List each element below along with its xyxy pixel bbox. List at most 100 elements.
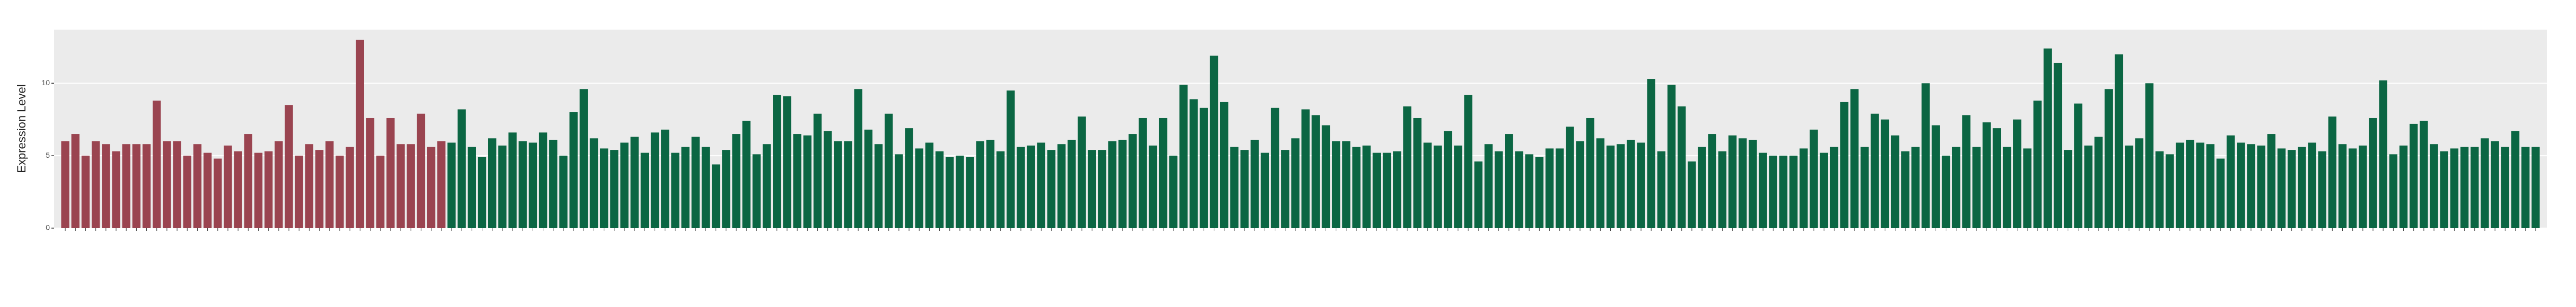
bar (1078, 116, 1086, 228)
bar (2410, 123, 2418, 228)
bar (173, 141, 181, 228)
bar (2023, 148, 2032, 228)
bar (518, 141, 527, 228)
bar (1972, 147, 1981, 228)
bar (224, 145, 232, 228)
bar (2501, 147, 2510, 228)
bar (1179, 85, 1188, 229)
bar (234, 151, 242, 228)
bar (1617, 144, 1625, 228)
bar (112, 151, 120, 228)
y-axis-label: Expression Level (15, 84, 28, 173)
bar (2440, 151, 2448, 228)
bar (895, 154, 903, 228)
bar (742, 121, 751, 228)
bar (1566, 127, 1574, 228)
bar (803, 135, 811, 228)
bar (1637, 142, 1645, 228)
bar (295, 156, 303, 228)
bar (2338, 144, 2347, 228)
bar (1494, 151, 1503, 228)
bar (2359, 145, 2367, 228)
bar (1871, 113, 1879, 228)
y-tick-label: 10 (41, 78, 50, 87)
bar (2125, 145, 2133, 228)
bar (1769, 156, 1778, 228)
bar (1799, 148, 1808, 228)
bar (1474, 161, 1483, 228)
bar (142, 144, 151, 228)
bar (1901, 151, 1910, 228)
bar (834, 141, 842, 228)
bar (1037, 142, 1046, 228)
bar (1667, 85, 1676, 229)
bar (1260, 152, 1269, 228)
bar (640, 152, 649, 228)
bar (396, 144, 405, 228)
bar (122, 144, 130, 228)
bar (132, 144, 141, 228)
bar (773, 95, 781, 228)
bar (2471, 147, 2479, 228)
bar (1210, 56, 1219, 228)
bar (1586, 118, 1594, 228)
bar (1342, 141, 1351, 228)
bar (1393, 151, 1401, 228)
bar (244, 134, 253, 228)
bar (874, 144, 883, 228)
bar (91, 141, 100, 228)
bar (1423, 142, 1432, 228)
bar (1942, 156, 1951, 228)
bar (1098, 150, 1107, 228)
bar (1688, 161, 1696, 228)
bar (508, 132, 517, 228)
bar (885, 113, 893, 228)
bar (2165, 154, 2174, 228)
bar (1372, 152, 1381, 228)
bar (336, 156, 344, 228)
bar (2074, 103, 2083, 228)
bar (2043, 48, 2052, 229)
bar (2491, 141, 2499, 228)
bar (2114, 54, 2123, 229)
bar (356, 40, 364, 228)
bar (193, 144, 202, 228)
bar (844, 141, 852, 228)
bar (1596, 138, 1604, 228)
bar (1678, 106, 1686, 228)
bar (925, 142, 934, 228)
bar (1576, 141, 1584, 228)
bar (1749, 140, 1757, 228)
bar (1982, 122, 1991, 228)
bar (1505, 134, 1513, 228)
bar (1017, 147, 1025, 228)
bar (1789, 156, 1798, 228)
bar (2379, 80, 2387, 228)
bar (1250, 140, 1259, 228)
bar (1840, 102, 1849, 228)
bar (793, 134, 801, 228)
bar (183, 156, 191, 228)
bar (2298, 147, 2306, 228)
bar (2328, 116, 2336, 228)
bar (722, 150, 730, 228)
bar (163, 141, 171, 228)
bar (417, 113, 426, 228)
bar (1271, 107, 1280, 228)
bar (1128, 134, 1137, 228)
bar (71, 134, 80, 228)
bar (488, 138, 497, 228)
bar (203, 152, 212, 228)
bar (315, 150, 324, 228)
bar (1535, 157, 1543, 228)
bar (1992, 128, 2001, 228)
bar (2308, 142, 2316, 228)
bar (589, 138, 598, 228)
bar (2318, 151, 2326, 228)
bar (915, 148, 923, 228)
bar (2420, 121, 2428, 228)
bar (2277, 148, 2286, 228)
bar (2155, 151, 2164, 228)
bar (783, 96, 791, 228)
bar (2175, 142, 2184, 228)
